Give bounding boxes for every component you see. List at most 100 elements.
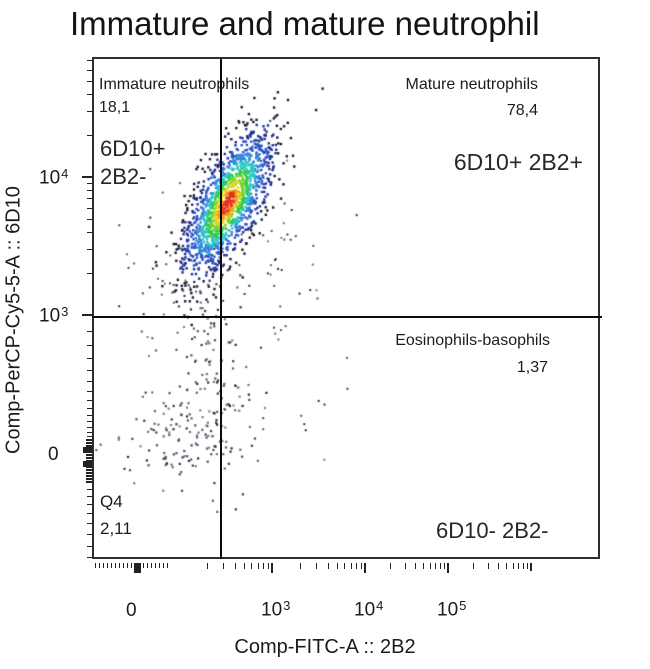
axis-tick	[328, 563, 329, 569]
axis-tick	[103, 563, 104, 568]
axis-tick	[143, 563, 144, 568]
quadrant-q4-marker: 6D10- 2B2-	[436, 518, 549, 543]
axis-tick	[300, 563, 301, 569]
axis-tick	[444, 563, 445, 569]
x-axis-label: Comp-FITC-A :: 2B2	[234, 636, 416, 658]
quadrant-gate-vertical-line	[220, 59, 222, 559]
axis-tick	[87, 198, 92, 199]
axis-tick	[527, 563, 528, 569]
axis-tick	[86, 439, 92, 441]
axis-tick	[86, 469, 92, 471]
quadrant-mature-percent: 78,4	[506, 102, 538, 119]
quadrant-mature-label: Mature neutrophils	[405, 76, 538, 93]
axis-tick	[415, 563, 416, 569]
axis-tick	[87, 273, 92, 274]
axis-tick	[87, 400, 92, 401]
quadrant-immature-marker-line1: 6D10+	[100, 136, 166, 161]
axis-tick	[86, 445, 92, 447]
axis-tick	[86, 442, 92, 444]
x-tick-label: 104	[354, 598, 384, 621]
axis-tick	[87, 358, 92, 359]
axis-tick	[251, 563, 252, 569]
axis-tick	[390, 563, 391, 569]
quadrant-gate-horizontal-line	[92, 316, 602, 318]
axis-tick	[87, 504, 92, 505]
axis-tick	[87, 427, 92, 428]
axis-tick	[316, 563, 317, 569]
axis-tick	[127, 563, 128, 568]
axis-tick	[107, 563, 108, 568]
axis-tick	[87, 183, 92, 184]
axis-tick	[111, 563, 112, 568]
axis-tick	[87, 249, 92, 250]
axis-tick	[87, 534, 92, 535]
axis-tick	[263, 563, 264, 569]
axis-tick	[405, 563, 406, 569]
plot-frame	[92, 57, 600, 559]
axis-tick	[87, 190, 92, 191]
axis-tick	[513, 563, 514, 569]
quadrant-eosinophils-percent: 1,37	[516, 359, 548, 376]
axis-tick	[87, 432, 92, 433]
axis-tick	[86, 481, 92, 483]
axis-tick	[423, 563, 424, 569]
quadrant-mature-marker: 6D10+ 2B2+	[453, 149, 583, 175]
axis-tick	[87, 81, 92, 82]
axis-tick	[86, 466, 92, 468]
quadrant-immature-percent: 18,1	[99, 99, 131, 116]
axis-tick	[351, 563, 352, 569]
axis-tick	[235, 563, 236, 569]
axis-tick	[498, 563, 499, 569]
axis-tick	[163, 563, 164, 568]
axis-tick	[87, 523, 92, 524]
axis-tick	[337, 563, 338, 569]
axis-tick	[364, 563, 366, 573]
axis-tick	[151, 563, 152, 568]
axis-tick	[223, 563, 224, 569]
axis-tick	[87, 345, 92, 346]
axis-tick	[83, 461, 92, 467]
axis-tick	[87, 489, 92, 490]
axis-tick	[87, 557, 92, 558]
axis-tick	[87, 135, 92, 136]
axis-tick	[167, 563, 168, 568]
axis-tick	[87, 232, 92, 233]
y-tick-label: 104	[39, 166, 69, 189]
axis-tick	[87, 546, 92, 547]
axis-tick	[86, 478, 92, 480]
axis-tick	[530, 563, 532, 571]
axis-tick	[447, 563, 449, 573]
axis-tick	[87, 513, 92, 514]
y-axis-label: Comp-PerCP-Cy5-5-A :: 6D10	[2, 186, 25, 454]
y-tick-label: 103	[39, 304, 69, 327]
axis-tick	[244, 563, 245, 569]
axis-tick	[86, 454, 92, 456]
axis-tick	[87, 436, 92, 437]
axis-tick	[87, 219, 92, 220]
axis-tick	[87, 94, 92, 95]
axis-tick	[87, 111, 92, 112]
axis-tick	[131, 563, 132, 568]
axis-tick	[159, 563, 160, 568]
axis-tick	[473, 563, 474, 569]
axis-tick	[147, 563, 148, 568]
axis-tick	[87, 381, 92, 382]
quadrant-q4-percent: 2,11	[100, 519, 132, 538]
axis-tick	[356, 563, 357, 569]
axis-tick	[430, 563, 431, 569]
axis-tick	[115, 563, 116, 568]
axis-tick	[87, 370, 92, 371]
axis-tick	[82, 176, 92, 178]
axis-tick	[87, 421, 92, 422]
axis-tick	[87, 415, 92, 416]
axis-tick	[82, 314, 92, 316]
axis-tick	[95, 563, 96, 568]
axis-tick	[155, 563, 156, 568]
axis-tick	[86, 457, 92, 459]
x-tick-label: 103	[261, 598, 291, 621]
axis-tick	[440, 563, 441, 569]
axis-tick	[523, 563, 524, 569]
axis-tick	[86, 475, 92, 477]
axis-tick	[87, 70, 92, 71]
